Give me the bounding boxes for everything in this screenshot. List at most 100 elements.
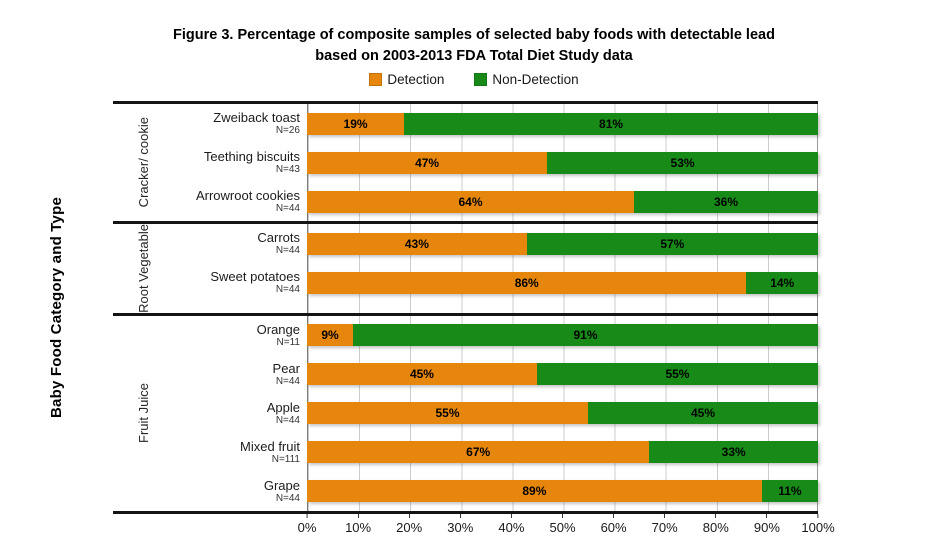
bar-area: 19% 81% (307, 104, 818, 143)
bar-row: Mixed fruit N=111 67% 33% (173, 433, 818, 472)
sample-size: N=11 (276, 336, 300, 348)
legend-label: Non-Detection (492, 71, 579, 87)
food-name: Carrots (257, 230, 300, 245)
sample-size: N=44 (275, 375, 300, 387)
stacked-bar: 86% 14% (307, 271, 818, 294)
bar-segment-detection: 45% (307, 363, 537, 386)
x-tick-label: 20% (396, 519, 423, 535)
bar-segment-detection: 64% (307, 190, 635, 213)
sample-size: N=44 (275, 284, 300, 295)
x-tick: 60% (600, 513, 627, 535)
bar-segment-detection: 86% (307, 271, 747, 294)
x-tick-mark (664, 513, 666, 518)
row-label: Zweiback toast N=26 (173, 111, 307, 137)
group-label: Fruit Juice (135, 383, 151, 444)
x-tick-label: 100% (801, 519, 835, 535)
row-label: Pear N=44 (173, 360, 307, 387)
detection-value-label: 9% (321, 328, 339, 343)
detection-value-label: 19% (343, 116, 368, 131)
x-tick-mark (357, 513, 359, 518)
bar-area: 9% 91% (307, 316, 818, 355)
food-name: Orange (256, 321, 300, 337)
non-detection-value-label: 45% (691, 406, 716, 421)
legend: Detection Non-Detection (0, 70, 948, 88)
x-tick-mark (306, 513, 308, 518)
stacked-bar: 47% 53% (307, 151, 818, 174)
legend-item: Non-Detection (474, 71, 579, 87)
bar-segment-detection: 19% (307, 112, 405, 135)
stacked-bar: 64% 36% (307, 190, 818, 213)
bar-segment-detection: 89% (307, 480, 762, 503)
x-tick-mark (613, 513, 615, 518)
x-tick: 30% (447, 513, 474, 535)
sample-size: N=44 (275, 245, 300, 256)
detection-value-label: 55% (435, 406, 460, 421)
bar-area: 86% 14% (307, 263, 818, 302)
non-detection-value-label: 36% (713, 194, 739, 209)
bar-segment-non-detection: 33% (649, 441, 818, 464)
x-tick: 100% (801, 513, 835, 535)
bar-segment-detection: 9% (307, 324, 353, 347)
y-axis-title: Baby Food Category and Type (48, 196, 65, 418)
bar-row: Grape N=44 89% 11% (173, 472, 818, 511)
x-tick: 20% (396, 513, 423, 535)
figure-title: Figure 3. Percentage of composite sample… (0, 25, 948, 67)
bar-row: Orange N=11 9% 91% (173, 316, 818, 355)
x-tick-mark (766, 513, 768, 518)
bar-row: Carrots N=44 43% 57% (173, 224, 818, 263)
detection-value-label: 47% (415, 155, 440, 170)
x-tick-label: 30% (447, 519, 474, 535)
x-tick: 90% (753, 513, 780, 535)
x-axis: 0% 10% 20% 30% 40% 50% 60% 70% 80% 90% 100% (298, 513, 835, 540)
group-rows: Carrots N=44 43% 57% Sweet potatoes N=44 86% 14… (173, 224, 818, 313)
x-tick-label: 60% (600, 519, 627, 535)
stacked-bar: 55% 45% (307, 402, 818, 425)
x-tick: 40% (498, 513, 525, 535)
food-name: Apple (266, 399, 300, 415)
stacked-bar: 43% 57% (307, 232, 818, 255)
chart-area: Baby Food Category and Type Cracker/ coo… (0, 101, 948, 514)
x-tick-label: 80% (702, 519, 729, 535)
detection-swatch-icon (369, 72, 383, 86)
x-tick-label: 90% (753, 519, 780, 535)
row-label: Arrowroot cookies N=44 (173, 189, 307, 215)
non-detection-value-label: 91% (573, 328, 598, 343)
figure-title-line-2: based on 2003-2013 FDA Total Diet Study … (315, 48, 633, 64)
group-section: Fruit Juice Orange N=11 9% 91% Pear N=44 45% 55%… (113, 316, 818, 514)
bar-segment-detection: 67% (307, 441, 650, 464)
sample-size: N=44 (275, 492, 300, 504)
row-label: Orange N=11 (173, 321, 307, 348)
non-detection-value-label: 33% (721, 445, 746, 460)
bar-segment-detection: 47% (307, 151, 548, 174)
bar-row: Zweiback toast N=26 19% 81% (173, 104, 818, 143)
x-tick-label: 40% (498, 519, 525, 535)
bar-row: Apple N=44 55% 45% (173, 394, 818, 433)
bar-area: 67% 33% (307, 433, 818, 472)
legend-label: Detection (387, 71, 445, 87)
row-label: Apple N=44 (173, 399, 307, 426)
bar-segment-non-detection: 81% (404, 112, 818, 135)
x-tick-mark (562, 513, 563, 518)
bar-area: 55% 45% (307, 394, 818, 433)
sample-size: N=44 (275, 203, 300, 214)
non-detection-value-label: 81% (599, 116, 624, 131)
bar-segment-non-detection: 14% (746, 271, 818, 294)
sample-size: N=111 (271, 453, 300, 465)
bar-area: 89% 11% (307, 472, 818, 511)
row-label: Sweet potatoes N=44 (173, 270, 307, 296)
figure-title-line-1: Figure 3. Percentage of composite sample… (173, 27, 775, 43)
sample-size: N=26 (275, 125, 300, 136)
sample-size: N=43 (275, 164, 300, 175)
group-label-cell: Root Vegetable (113, 224, 173, 313)
bar-row: Arrowroot cookies N=44 64% 36% (173, 182, 818, 221)
food-name: Pear (272, 360, 300, 376)
bar-segment-non-detection: 91% (352, 324, 818, 347)
stacked-bar: 9% 91% (307, 324, 818, 347)
bar-segment-non-detection: 55% (536, 363, 818, 386)
bar-area: 47% 53% (307, 143, 818, 182)
group-section: Root Vegetable Carrots N=44 43% 57% Sweet pot… (113, 224, 818, 316)
row-label: Grape N=44 (173, 478, 307, 504)
detection-value-label: 67% (466, 445, 491, 460)
bar-area: 43% 57% (307, 224, 818, 263)
bar-segment-non-detection: 11% (761, 480, 818, 503)
